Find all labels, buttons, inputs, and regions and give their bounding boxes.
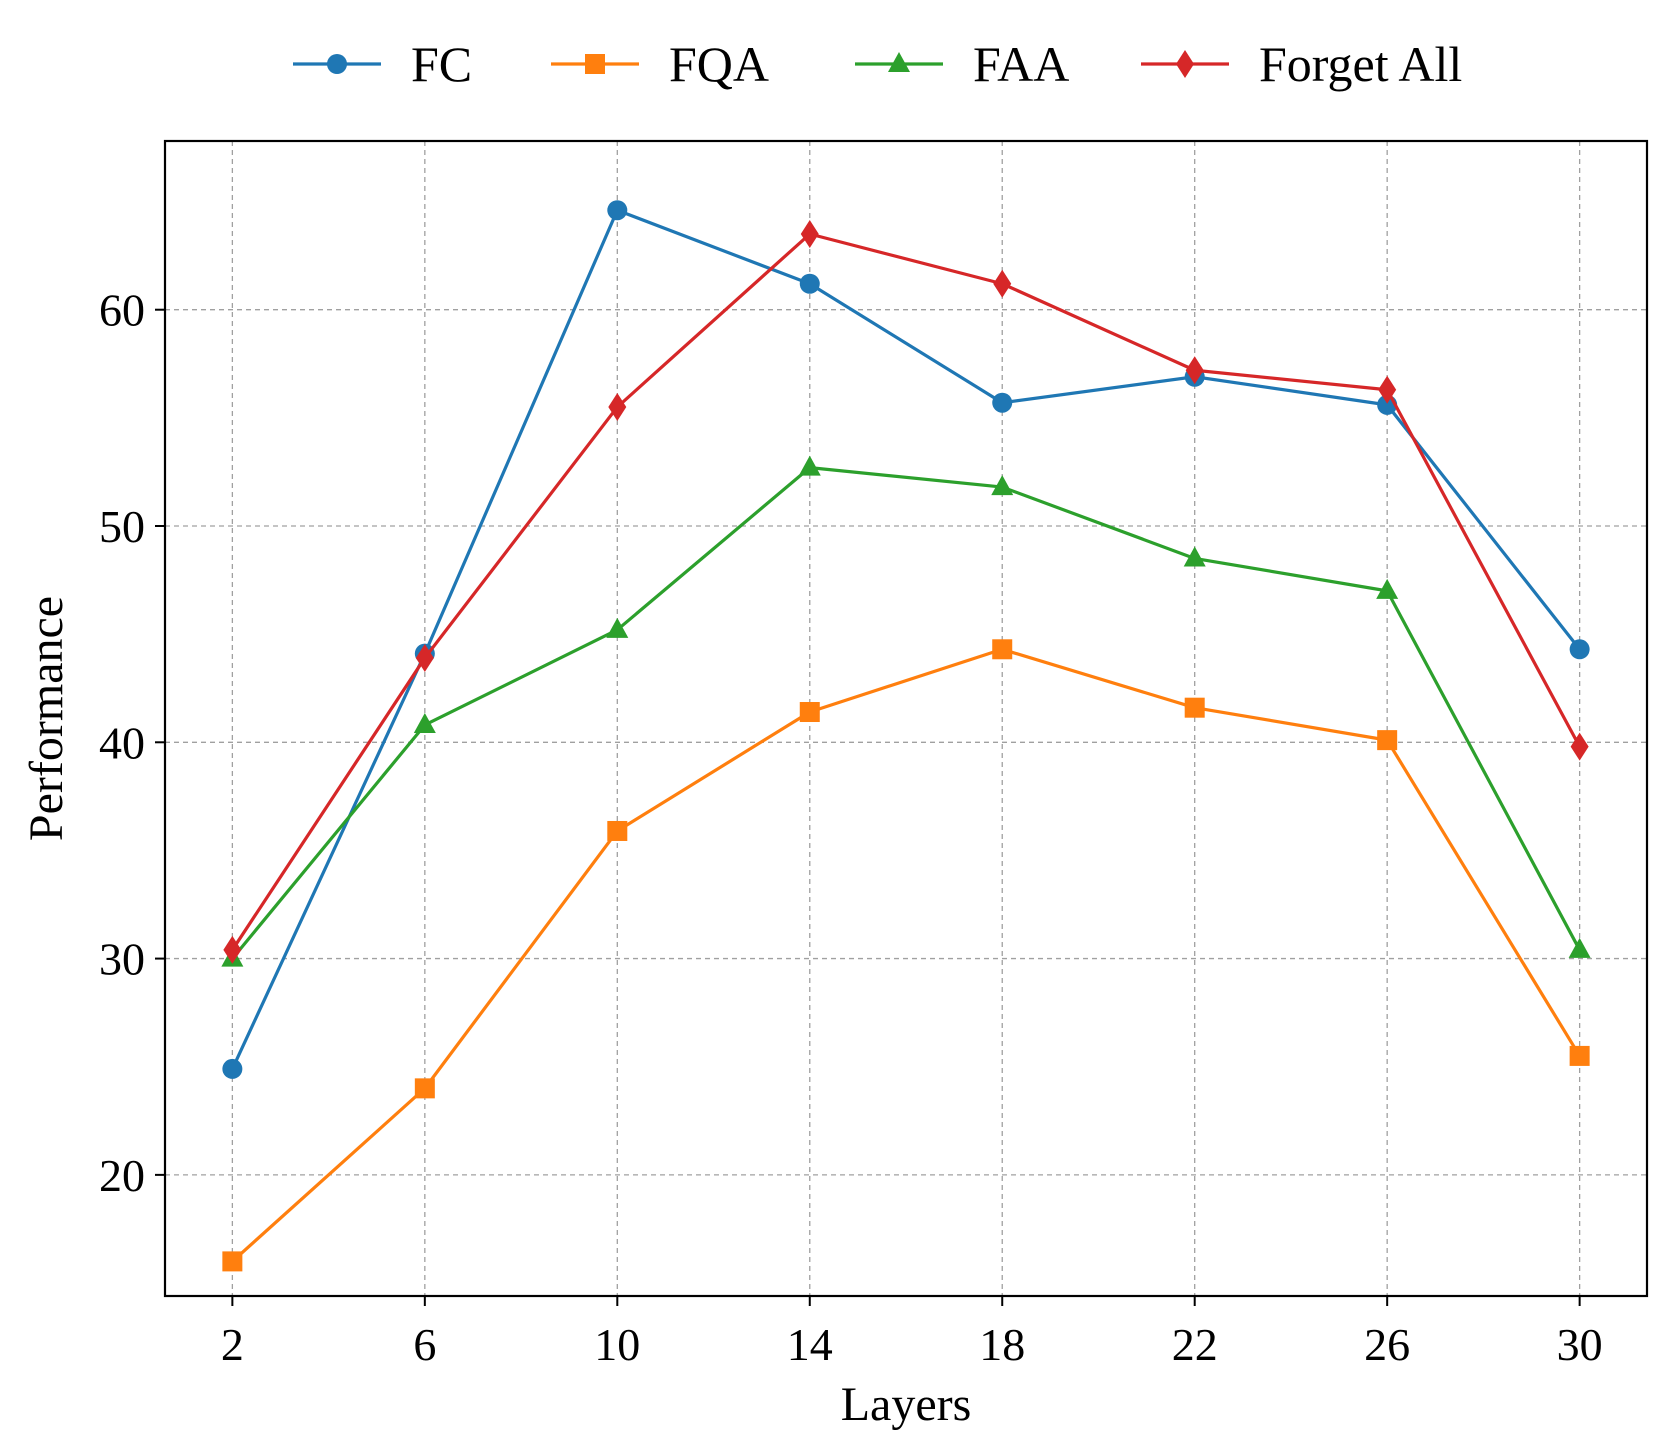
- series-fc: [222, 200, 1590, 1079]
- data-point-fqa: [222, 1251, 243, 1272]
- data-point-fqa: [414, 1078, 435, 1099]
- y-tick-label: 40: [99, 717, 145, 768]
- x-tick-label: 30: [1557, 1319, 1603, 1370]
- y-axis-title: Performance: [20, 596, 73, 841]
- data-point-fc: [992, 392, 1013, 413]
- y-tick-label: 50: [99, 501, 145, 552]
- y-tick-label: 60: [99, 285, 145, 336]
- data-point-faa: [413, 712, 436, 733]
- series-faa: [221, 455, 1591, 967]
- data-point-fqa: [1377, 730, 1398, 751]
- data-point-fqa: [1184, 697, 1205, 718]
- x-tick-label: 10: [594, 1319, 640, 1370]
- legend-marker-faa: [888, 52, 910, 72]
- data-point-faa: [606, 617, 629, 638]
- legend-item-faa: FAA: [855, 36, 1069, 92]
- legend-item-fqa: FQA: [551, 36, 769, 92]
- x-tick-label: 6: [413, 1319, 436, 1370]
- data-point-faa: [798, 455, 821, 476]
- y-tick-label: 30: [99, 934, 145, 985]
- legend: FC FQA FAA Forget All: [293, 36, 1462, 92]
- data-point-forget-all: [1570, 732, 1589, 761]
- legend-item-fc: FC: [293, 36, 472, 92]
- x-tick-label: 26: [1364, 1319, 1410, 1370]
- data-point-forget-all: [1185, 356, 1204, 385]
- data-point-fc: [607, 200, 628, 221]
- legend-marker-forget-all: [1176, 50, 1194, 78]
- x-tick-label: 18: [979, 1319, 1025, 1370]
- series-line-forget-all: [231, 232, 1582, 951]
- legend-label-faa: FAA: [973, 36, 1069, 92]
- data-point-forget-all: [608, 393, 627, 422]
- data-point-faa: [1183, 546, 1206, 567]
- plot-frame: [163, 139, 1649, 1298]
- data-point-forget-all: [223, 935, 242, 964]
- series-fqa: [222, 639, 1590, 1272]
- legend-marker-fc: [327, 54, 347, 74]
- series-line-faa: [231, 466, 1582, 960]
- x-tick-label: 2: [221, 1319, 244, 1370]
- data-point-fc: [1569, 639, 1590, 660]
- legend-label-fqa: FQA: [669, 36, 769, 92]
- data-point-forget-all: [993, 269, 1012, 298]
- data-point-fqa: [799, 702, 820, 723]
- series-forget-all: [223, 220, 1589, 964]
- legend-item-forget-all: Forget All: [1141, 36, 1462, 92]
- data-point-faa: [991, 475, 1014, 496]
- data-point-fqa: [1569, 1045, 1590, 1066]
- legend-marker-fqa: [585, 54, 605, 74]
- x-axis-title: Layers: [841, 1378, 972, 1431]
- data-point-forget-all: [800, 220, 819, 249]
- legend-label-forget-all: Forget All: [1259, 36, 1462, 92]
- data-point-fqa: [992, 639, 1013, 660]
- x-tick-label: 22: [1172, 1319, 1218, 1370]
- series-line-fc: [230, 208, 1581, 1070]
- data-point-fc: [222, 1058, 243, 1079]
- series-layer: [221, 200, 1591, 1272]
- data-point-forget-all: [1378, 375, 1397, 404]
- data-point-faa: [1568, 937, 1591, 958]
- data-point-faa: [1376, 578, 1399, 599]
- y-tick-label: 20: [99, 1150, 145, 1201]
- legend-label-fc: FC: [411, 36, 472, 92]
- data-point-forget-all: [415, 643, 434, 672]
- data-point-fc: [799, 273, 820, 294]
- series-line-fqa: [231, 647, 1582, 1263]
- x-tick-label: 14: [787, 1319, 833, 1370]
- data-point-fqa: [607, 820, 628, 841]
